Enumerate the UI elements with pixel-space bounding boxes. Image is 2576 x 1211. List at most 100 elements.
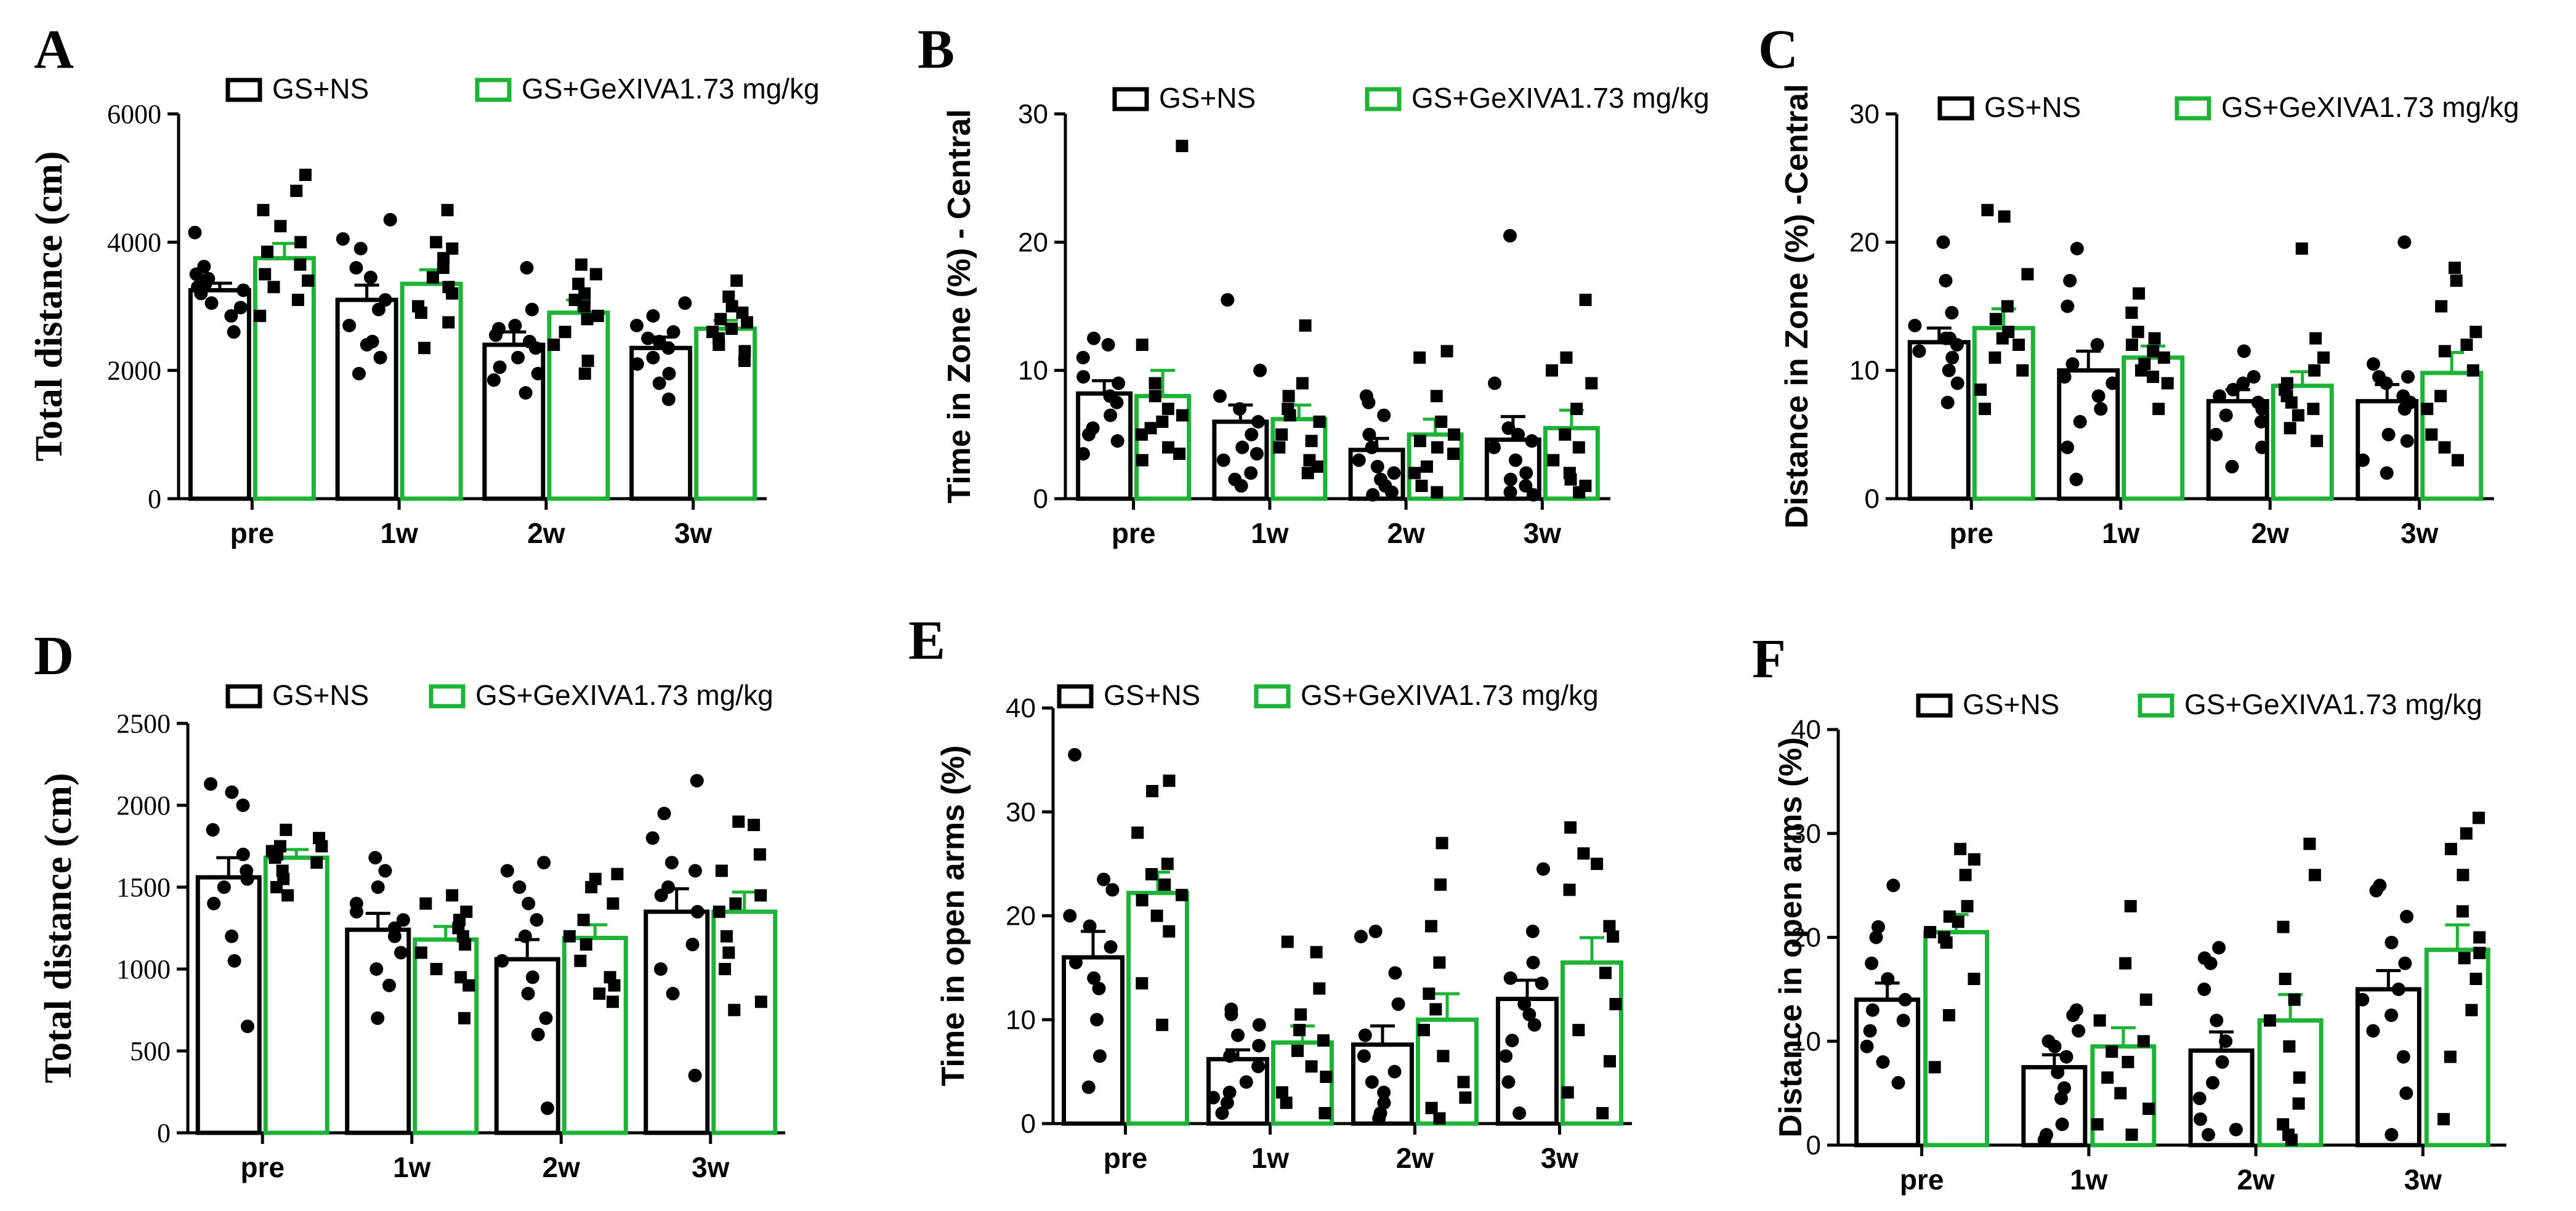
data-point — [1435, 416, 1448, 428]
data-point — [1998, 210, 2011, 223]
data-point — [2133, 287, 2146, 300]
data-point — [568, 294, 581, 307]
data-point — [189, 267, 203, 281]
data-point — [1176, 888, 1189, 901]
data-point — [2279, 973, 2291, 985]
data-point — [1499, 1049, 1513, 1063]
data-point — [2094, 402, 2108, 416]
data-point — [537, 856, 551, 870]
data-point — [2398, 956, 2412, 970]
data-point — [2254, 415, 2268, 428]
data-point — [1503, 228, 1517, 243]
data-point — [227, 954, 241, 968]
data-point — [500, 864, 514, 878]
data-point — [1076, 447, 1090, 461]
data-point — [581, 355, 594, 368]
data-point — [1305, 1060, 1318, 1073]
data-point — [426, 271, 439, 284]
y-tick-label: 20 — [1849, 227, 1880, 257]
x-tick-label: 1w — [1251, 517, 1289, 549]
bar — [2021, 1064, 2088, 1148]
data-point — [1291, 1044, 1304, 1057]
data-point — [725, 322, 738, 335]
data-point — [387, 929, 402, 943]
legend-label: GS+NS — [1159, 82, 1256, 114]
data-point — [1968, 973, 1980, 985]
data-point — [2384, 1128, 2399, 1142]
data-point — [280, 823, 293, 836]
data-point — [462, 979, 475, 992]
bar — [562, 935, 628, 1135]
data-point — [204, 777, 218, 791]
data-point — [1366, 488, 1380, 502]
data-point — [1362, 395, 1376, 409]
data-point — [349, 904, 363, 919]
data-point — [1354, 930, 1368, 944]
data-point — [225, 785, 239, 799]
data-point — [690, 904, 705, 919]
data-point — [1989, 351, 2001, 364]
y-tick-label: 1000 — [116, 954, 171, 984]
data-point — [1519, 479, 1533, 493]
bar — [1923, 930, 1990, 1148]
x-tick-label: 3w — [1524, 517, 1562, 549]
data-point — [1413, 435, 1426, 448]
data-point — [2434, 390, 2447, 403]
data-point — [1599, 967, 1612, 980]
data-point — [1952, 915, 1964, 928]
y-tick-label: 10 — [1006, 1005, 1036, 1035]
y-tick-label: 500 — [130, 1036, 171, 1066]
data-point — [715, 864, 728, 877]
data-point — [738, 345, 751, 358]
data-point — [2048, 1039, 2062, 1053]
data-point — [1245, 427, 1259, 441]
data-point — [2013, 339, 2025, 351]
data-point — [754, 996, 767, 1008]
data-point — [1423, 988, 1435, 1000]
data-point — [629, 318, 644, 332]
data-point — [1564, 473, 1577, 486]
data-point — [1950, 338, 1964, 352]
data-point — [661, 392, 676, 406]
panel-a: A 0 2000 4000 6000 Total distance (cm) pre 1w 2w… — [28, 19, 820, 549]
x-tick-label: pre — [230, 517, 275, 549]
data-point — [224, 309, 238, 323]
data-point — [2021, 268, 2034, 281]
data-point — [2037, 1133, 2051, 1147]
data-point — [1352, 453, 1366, 467]
data-point — [725, 300, 738, 313]
data-point — [1384, 485, 1399, 499]
data-point — [1511, 427, 1525, 441]
data-point — [606, 996, 619, 1008]
data-point — [1244, 466, 1258, 480]
data-point — [2131, 326, 2144, 339]
data-point — [1222, 1085, 1237, 1100]
data-point — [236, 799, 250, 812]
y-tick-label: 0 — [1033, 484, 1048, 514]
data-point — [2303, 837, 2316, 850]
panel-letter: F — [1752, 629, 1786, 690]
legend-swatch — [225, 78, 262, 102]
bar — [2356, 399, 2419, 501]
data-point — [2066, 1008, 2080, 1023]
data-point — [1572, 441, 1585, 454]
data-point — [1176, 409, 1189, 422]
data-point — [1517, 997, 1532, 1011]
data-point — [2093, 1014, 2106, 1027]
data-point — [1317, 1034, 1330, 1047]
data-point — [2458, 952, 2471, 965]
data-point — [1358, 1028, 1372, 1042]
x-tick-label: 1w — [2102, 517, 2140, 549]
data-point — [207, 896, 221, 911]
data-point — [1377, 408, 1391, 422]
data-point — [2277, 1118, 2290, 1131]
data-point — [371, 880, 385, 894]
x-tick-label: 2w — [527, 517, 565, 549]
data-point — [1213, 389, 1227, 403]
data-point — [1547, 454, 1560, 467]
data-point — [2070, 241, 2084, 255]
x-tick-label: 1w — [393, 1151, 431, 1183]
data-point — [519, 386, 533, 400]
data-point — [1377, 1085, 1391, 1100]
